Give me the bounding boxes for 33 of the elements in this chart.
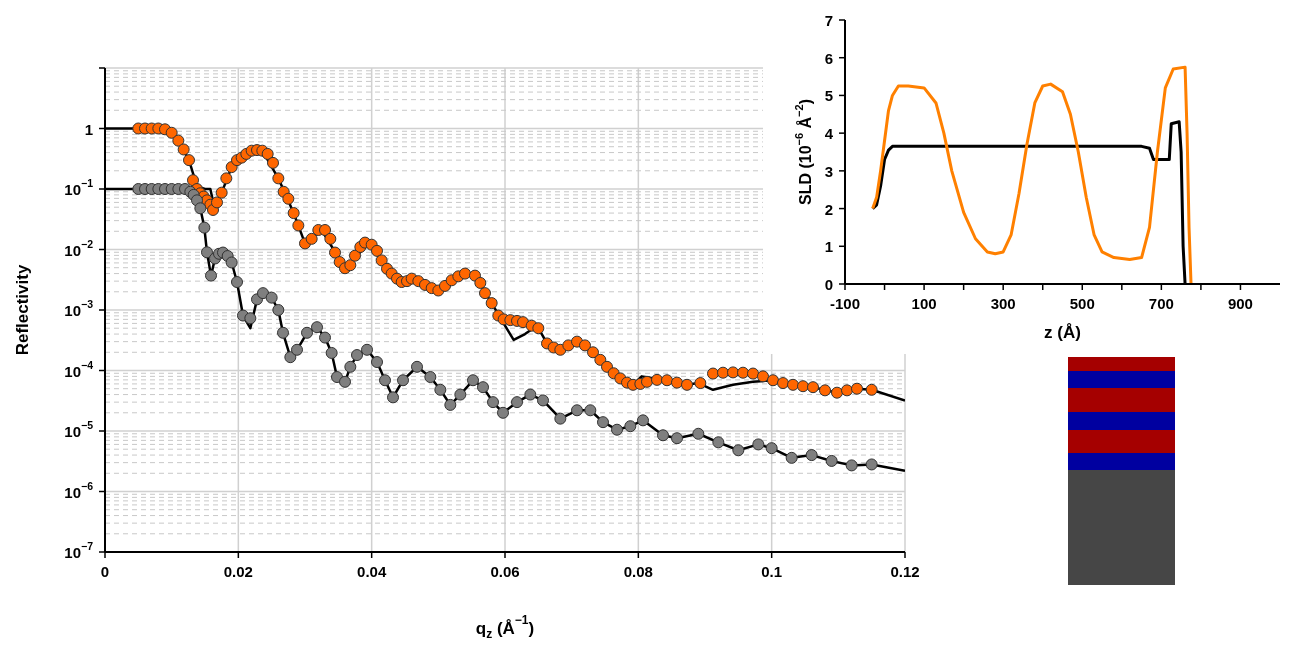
- x-tick-label: 0.1: [761, 563, 783, 581]
- y-tick-label: 10$^{−6}$: [64, 479, 94, 500]
- y-tick-label: 10$^{−7}$: [64, 540, 94, 561]
- y-tick-label: 0: [824, 275, 833, 293]
- y-tick-label: 6: [824, 49, 833, 67]
- y-tick-label: 10$^{−5}$: [64, 419, 94, 440]
- y-tick-label: 2: [824, 200, 833, 218]
- x-tick-label: 100: [911, 295, 937, 313]
- y-tick-label: 10$^{−4}$: [64, 358, 94, 379]
- y-axis-title: Reflectivity: [12, 264, 32, 356]
- y-tick-label: 1: [84, 120, 93, 137]
- y-tick-label: 10$^{−3}$: [64, 298, 94, 319]
- x-tick-label: 0: [100, 563, 110, 581]
- line-series: [871, 65, 1193, 284]
- y-tick-label: 10$^{−1}$: [64, 177, 94, 198]
- x-tick-label: 0.08: [623, 563, 653, 581]
- y-tick-label: 3: [824, 162, 833, 180]
- y-tick-label: 4: [824, 124, 834, 142]
- x-tick-label: -100: [829, 295, 861, 313]
- y-tick-label: 10$^{−2}$: [64, 237, 94, 258]
- y-tick-label: 1: [824, 237, 833, 255]
- x-tick-label: 0.12: [890, 563, 920, 581]
- x-tick-label: 0.02: [223, 563, 253, 581]
- x-axis-title: q$_{z}$ (Å$^{−1}$): [475, 612, 535, 641]
- x-tick-label: 900: [1227, 295, 1253, 313]
- x-tick-label: 700: [1148, 295, 1174, 313]
- x-tick-label: 500: [1069, 295, 1095, 313]
- x-axis-title: z (Å): [1044, 323, 1081, 342]
- x-tick-label: 300: [990, 295, 1016, 313]
- x-tick-label: 0.06: [490, 563, 520, 581]
- y-tick-label: 7: [824, 11, 833, 29]
- y-tick-label: 5: [824, 86, 833, 104]
- x-tick-label: 0.04: [357, 563, 387, 581]
